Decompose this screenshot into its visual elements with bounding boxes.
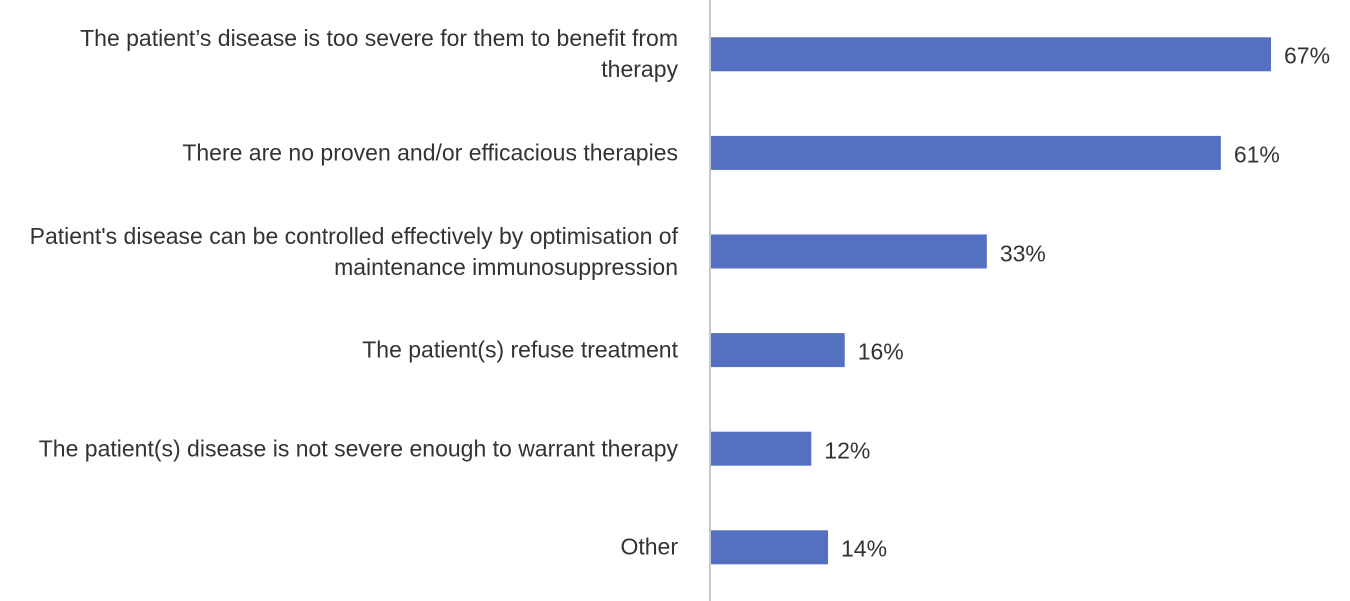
bar (711, 333, 845, 368)
category-label: Patient's disease can be controlled effe… (29, 222, 678, 280)
category-label: The patient(s) disease is not severe eno… (38, 435, 678, 462)
value-label: 67% (1284, 42, 1331, 69)
category-label: The patient(s) refuse treatment (362, 336, 678, 363)
category-label: The patient’s disease is too severe for … (80, 25, 678, 83)
bar (711, 431, 812, 466)
bar (711, 37, 1271, 72)
bar (711, 135, 1221, 170)
value-label: 33% (999, 240, 1046, 266)
bar (711, 234, 987, 269)
category-label: Other (620, 533, 678, 560)
value-label: 61% (1233, 141, 1280, 168)
value-label: 12% (824, 437, 871, 464)
value-label: 16% (857, 338, 904, 365)
value-label: 14% (841, 535, 888, 562)
category-label: There are no proven and/or efficacious t… (182, 139, 678, 166)
bar (711, 530, 829, 565)
